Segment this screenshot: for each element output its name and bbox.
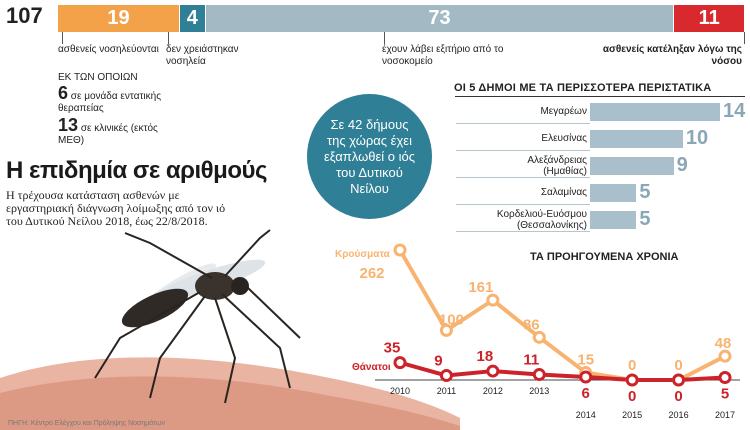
municipality-value: 9 [676,154,688,176]
page-subtitle: Η τρέχουσα κατάσταση ασθενών με εργαστηρ… [6,188,226,228]
total-count: 107 [6,3,43,28]
x-tick-label: 2010 [390,386,410,396]
municipality-name: Κορδελιού-Ευόσμου (Θεσσαλονίκης) [496,209,587,231]
leader-line [744,32,745,44]
municipalities-callout: Σε 42 δήμους της χώρας έχει εξαπλωθεί ο … [307,94,432,219]
x-tick-label: 2012 [483,386,503,396]
cases-series-label: Κρούσματα [335,249,391,260]
municipality-value: 5 [639,181,651,203]
municipality-bar [590,184,637,202]
source-note: ΠΗΓΗ: Κέντρο Ελέγχου και Πρόληψης Νοσημά… [8,420,165,427]
municipality-name: Μεγαρέων [540,106,587,117]
chart-title: ΤΑ ΠΡΟΗΓΟΥΜΕΝΑ ΧΡΟΝΙΑ [530,251,679,263]
x-tick-label: 2011 [437,386,456,396]
series-line-deaths [399,360,726,382]
municipality-bar [590,103,720,121]
municipality-row: Κορδελιού-Ευόσμου (Θεσσαλονίκης) 5 [456,208,746,232]
discharged-label: έχουν λάβει εξιτήριο από το νοσοκομείο [382,44,504,67]
title-rule [455,96,745,97]
deaths-value-label: 9 [434,353,442,370]
deaths-value-label: 0 [628,388,636,405]
cases-value-label: 0 [628,357,636,374]
row-separator [456,231,590,232]
municipality-name: Ελευσίνας [541,133,587,144]
deaths-point [579,370,593,384]
cases-value-label: 86 [523,316,540,333]
clinic-text: σε κλινικές (εκτός ΜΕΘ) [58,123,158,146]
municipality-bar [590,130,683,148]
row-separator [456,204,590,205]
x-tick-label: 2014 [576,410,596,420]
deaths-value-label: 0 [674,388,682,405]
x-tick-label: 2016 [669,410,689,420]
municipality-row: Μεγαρέων 14 [456,100,746,124]
municipality-row: Σαλαμίνας 5 [456,181,746,205]
municipality-value: 10 [685,127,709,149]
cases-point [718,349,732,363]
clinic-count: 13 [58,115,79,135]
cases-value-label: 48 [715,335,732,352]
leader-line [62,32,63,44]
callout-text: Σε 42 δήμους της χώρας έχει εξαπλωθεί ο … [324,116,415,196]
municipality-name: Αλεξάνδρειας (Ημαθίας) [527,155,587,177]
status-segment: 19 [58,5,179,32]
cases-value-label: 161 [468,279,493,296]
municipality-name: Σαλαμίνας [540,187,587,198]
deaths-value-label: 11 [523,352,539,369]
municipality-row: Αλεξάνδρειας (Ημαθίας) 9 [456,154,746,178]
of-which-label: ΕΚ ΤΩΝ ΟΠΟΙΩΝ [58,72,138,83]
x-tick-label: 2017 [715,410,735,420]
cases-point [532,330,546,344]
deaths-value-label: 35 [384,340,401,357]
died-label: ασθενείς κατέληξαν λόγω της νόσου [602,44,742,67]
deaths-series-label: Θάνατοι [352,362,391,373]
deaths-value-label: 18 [477,348,494,365]
deaths-value-label: 6 [582,385,590,402]
leader-line [384,32,385,44]
icu-text: σε μονάδα εντατικής θεραπείας [58,91,162,114]
municipality-row: Ελευσίνας 10 [456,127,746,151]
cases-value-label: 100 [439,311,464,328]
deaths-point [672,373,686,387]
status-segment: 4 [179,5,205,32]
leader-line [168,32,169,44]
row-separator [456,123,590,124]
clinic-note: 13 σε κλινικές (εκτός ΜΕΘ) [58,115,168,147]
status-segment: 11 [674,5,744,32]
deaths-point [393,356,407,370]
deaths-point [439,369,453,383]
municipality-value: 14 [723,100,746,122]
cases-point [486,293,500,307]
cases-value-label: 0 [674,357,682,374]
municipality-bar [590,157,674,175]
row-separator [456,150,590,151]
deaths-point [532,368,546,382]
municipality-bar [590,211,637,229]
mosquito-illustration [0,229,460,430]
municipalities-title: ΟΙ 5 ΔΗΜΟΙ ΜΕ ΤΑ ΠΕΡΙΣΣΟΤΕΡΑ ΠΕΡΙΣΤΑΤΙΚΑ [454,82,712,94]
cases-point [393,243,407,257]
cases-value-label: 262 [359,265,384,282]
x-tick-label: 2013 [529,386,549,396]
icu-note: 6 σε μονάδα εντατικής θεραπείας [58,83,168,115]
status-segment: 73 [205,5,674,32]
page-title: Η επιδημία σε αριθμούς [6,157,267,184]
deaths-point [718,371,732,385]
deaths-point [486,364,500,378]
deaths-value-label: 5 [721,386,729,403]
municipality-value: 5 [639,208,651,230]
hospitalized-label: ασθενείς νοσηλεύονται [58,44,159,55]
x-tick-label: 2015 [622,410,642,420]
icu-count: 6 [58,83,69,103]
cases-point [439,323,453,337]
deaths-point [625,373,639,387]
row-separator [456,177,590,178]
cases-value-label: 15 [577,352,594,369]
no-hosp-label: δεν χρειάστηκαν νοσηλεία [166,44,239,67]
